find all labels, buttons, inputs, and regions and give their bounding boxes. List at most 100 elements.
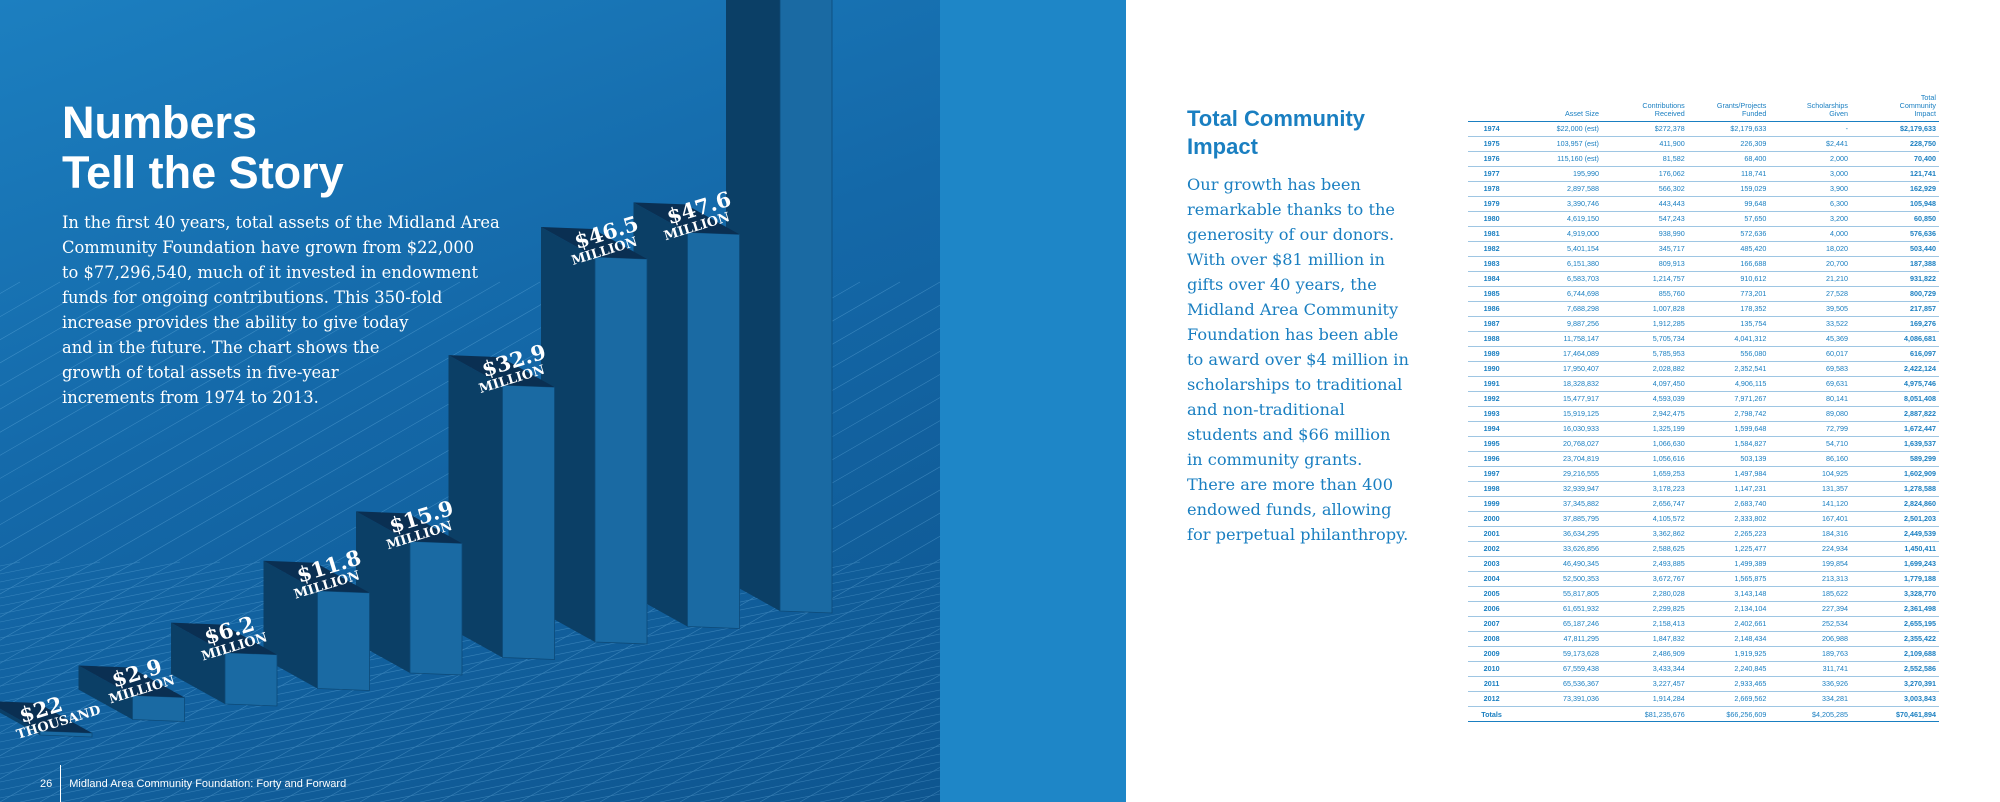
table-cell: 2,486,909 [1601, 646, 1688, 662]
table-cell: 938,990 [1601, 226, 1688, 242]
table-cell: 2,333,802 [1687, 511, 1770, 527]
impact-table-wrapper: Asset Size Contributions Received Grants/Pr… [1468, 94, 1939, 722]
table-row: 2003 46,490,345 2,493,885 1,499,389 199,854 1… [1468, 556, 1939, 572]
grid-line [459, 705, 940, 802]
grid-line [0, 281, 581, 618]
table-cell: 9,887,256 [1518, 316, 1602, 332]
page-headline: Numbers Tell the Story [62, 98, 344, 198]
table-cell: 1998 [1468, 481, 1519, 497]
table-cell: 178,352 [1687, 301, 1770, 317]
table-cell: 1,214,757 [1601, 271, 1688, 287]
table-cell: 2,656,747 [1601, 496, 1688, 512]
table-cell: 33,522 [1769, 316, 1852, 332]
grid-line [219, 657, 940, 802]
table-cell: 2,158,413 [1601, 616, 1688, 632]
table-cell: 3,433,344 [1601, 661, 1688, 677]
table-cell: 69,583 [1769, 361, 1852, 377]
table-cell: 1974 [1468, 121, 1519, 137]
table-cell: 80,141 [1769, 391, 1852, 407]
table-cell: 576,636 [1851, 226, 1939, 242]
intro-paragraph: In the first 40 years, total assets of t… [62, 210, 502, 410]
table-cell: 1991 [1468, 376, 1519, 392]
impact-body-line: gifts over 40 years, the [1187, 275, 1377, 294]
table-cell: 2,028,882 [1601, 361, 1688, 377]
table-cell: 39,505 [1769, 301, 1852, 317]
table-cell: 228,750 [1851, 136, 1939, 152]
footer-divider [60, 765, 62, 802]
table-cell: 4,975,746 [1851, 376, 1939, 392]
table-cell: 131,357 [1769, 481, 1852, 497]
table-cell: 195,990 [1518, 166, 1602, 182]
table-cell: 213,313 [1769, 571, 1852, 587]
column-header: Grants/Projects Funded [1687, 94, 1770, 122]
table-cell: 15,919,125 [1518, 406, 1602, 422]
table-cell: 2003 [1468, 556, 1519, 572]
table-cell: 99,648 [1687, 196, 1770, 212]
table-cell: 37,885,795 [1518, 511, 1602, 527]
table-row: 1992 15,477,917 4,593,039 7,971,267 80,141 8,… [1468, 391, 1939, 407]
table-cell: $2,179,633 [1851, 121, 1939, 137]
table-cell: 547,243 [1601, 211, 1688, 227]
table-cell: 1975 [1468, 136, 1519, 152]
table-cell: 2,402,661 [1687, 616, 1770, 632]
table-cell: 3,200 [1769, 211, 1852, 227]
column-header: Scholarships Given [1769, 94, 1852, 122]
table-cell: 227,394 [1769, 601, 1852, 617]
grid-line [0, 561, 421, 647]
table-cell: 2,422,124 [1851, 361, 1939, 377]
table-cell: 185,622 [1769, 586, 1852, 602]
table-cell: 65,187,246 [1518, 616, 1602, 632]
table-cell: 2002 [1468, 541, 1519, 557]
table-cell: 5,785,953 [1601, 346, 1688, 362]
table-cell: 1,565,875 [1687, 571, 1770, 587]
left-page: $77.3MILLION$47.6MILLION$46.5MILLION$32.… [0, 0, 940, 802]
grid-line [379, 689, 940, 802]
table-cell: 1,602,909 [1851, 466, 1939, 482]
table-cell: 1987 [1468, 316, 1519, 332]
table-cell: 3,003,843 [1851, 691, 1939, 707]
table-cell: 1,659,253 [1601, 466, 1688, 482]
table-cell: 57,650 [1687, 211, 1770, 227]
grid-line [0, 561, 261, 615]
table-cell: 931,822 [1851, 271, 1939, 287]
grid-line [0, 281, 221, 410]
table-row: 1978 2,897,588 566,302 159,029 3,900 162,929 [1468, 181, 1939, 197]
table-cell: 503,139 [1687, 451, 1770, 467]
table-cell: 7,688,298 [1518, 301, 1602, 317]
column-header-line: Funded [1742, 109, 1767, 118]
intro-line: increase provides the ability to give to… [62, 313, 409, 332]
table-cell: 69,631 [1769, 376, 1852, 392]
table-cell: 2,798,742 [1687, 406, 1770, 422]
impact-body-line: endowed funds, allowing [1187, 500, 1392, 519]
grid-line [0, 601, 940, 791]
table-cell: 68,400 [1687, 151, 1770, 167]
table-cell: 3,000 [1769, 166, 1852, 182]
table-cell: 2,240,845 [1687, 661, 1770, 677]
table-cell: 1,325,199 [1601, 421, 1688, 437]
grid-line [519, 558, 940, 802]
table-row: 2000 37,885,795 4,105,572 2,333,802 167,401 2… [1468, 511, 1939, 527]
table-cell: 89,080 [1769, 406, 1852, 422]
table-totals-row: Totals $81,235,676 $66,256,609 $4,205,285 $7… [1468, 706, 1939, 722]
table-cell: 2,449,539 [1851, 526, 1939, 542]
table-cell: 20,700 [1769, 256, 1852, 272]
impact-body-line: and non-traditional [1187, 400, 1345, 419]
table-cell: 334,281 [1769, 691, 1852, 707]
table-cell: 17,950,407 [1518, 361, 1602, 377]
table-cell: 1,672,447 [1851, 421, 1939, 437]
column-header: Total Community Impact [1851, 94, 1939, 122]
table-cell: $272,378 [1601, 121, 1688, 137]
table-cell: 166,688 [1687, 256, 1770, 272]
column-header-line: Grants/Projects [1716, 101, 1767, 110]
column-header-line: Community [1899, 101, 1936, 110]
grid-line [339, 681, 940, 802]
table-cell: 2010 [1468, 661, 1519, 677]
table-cell: 345,717 [1601, 241, 1688, 257]
table-cell: 36,634,295 [1518, 526, 1602, 542]
table-cell: 2012 [1468, 691, 1519, 707]
table-cell: 1976 [1468, 151, 1519, 167]
totals-cell [1518, 706, 1602, 722]
table-row: 1991 18,328,832 4,097,450 4,906,115 69,631 4,… [1468, 376, 1939, 392]
section-title-line-2: Impact [1187, 134, 1258, 159]
